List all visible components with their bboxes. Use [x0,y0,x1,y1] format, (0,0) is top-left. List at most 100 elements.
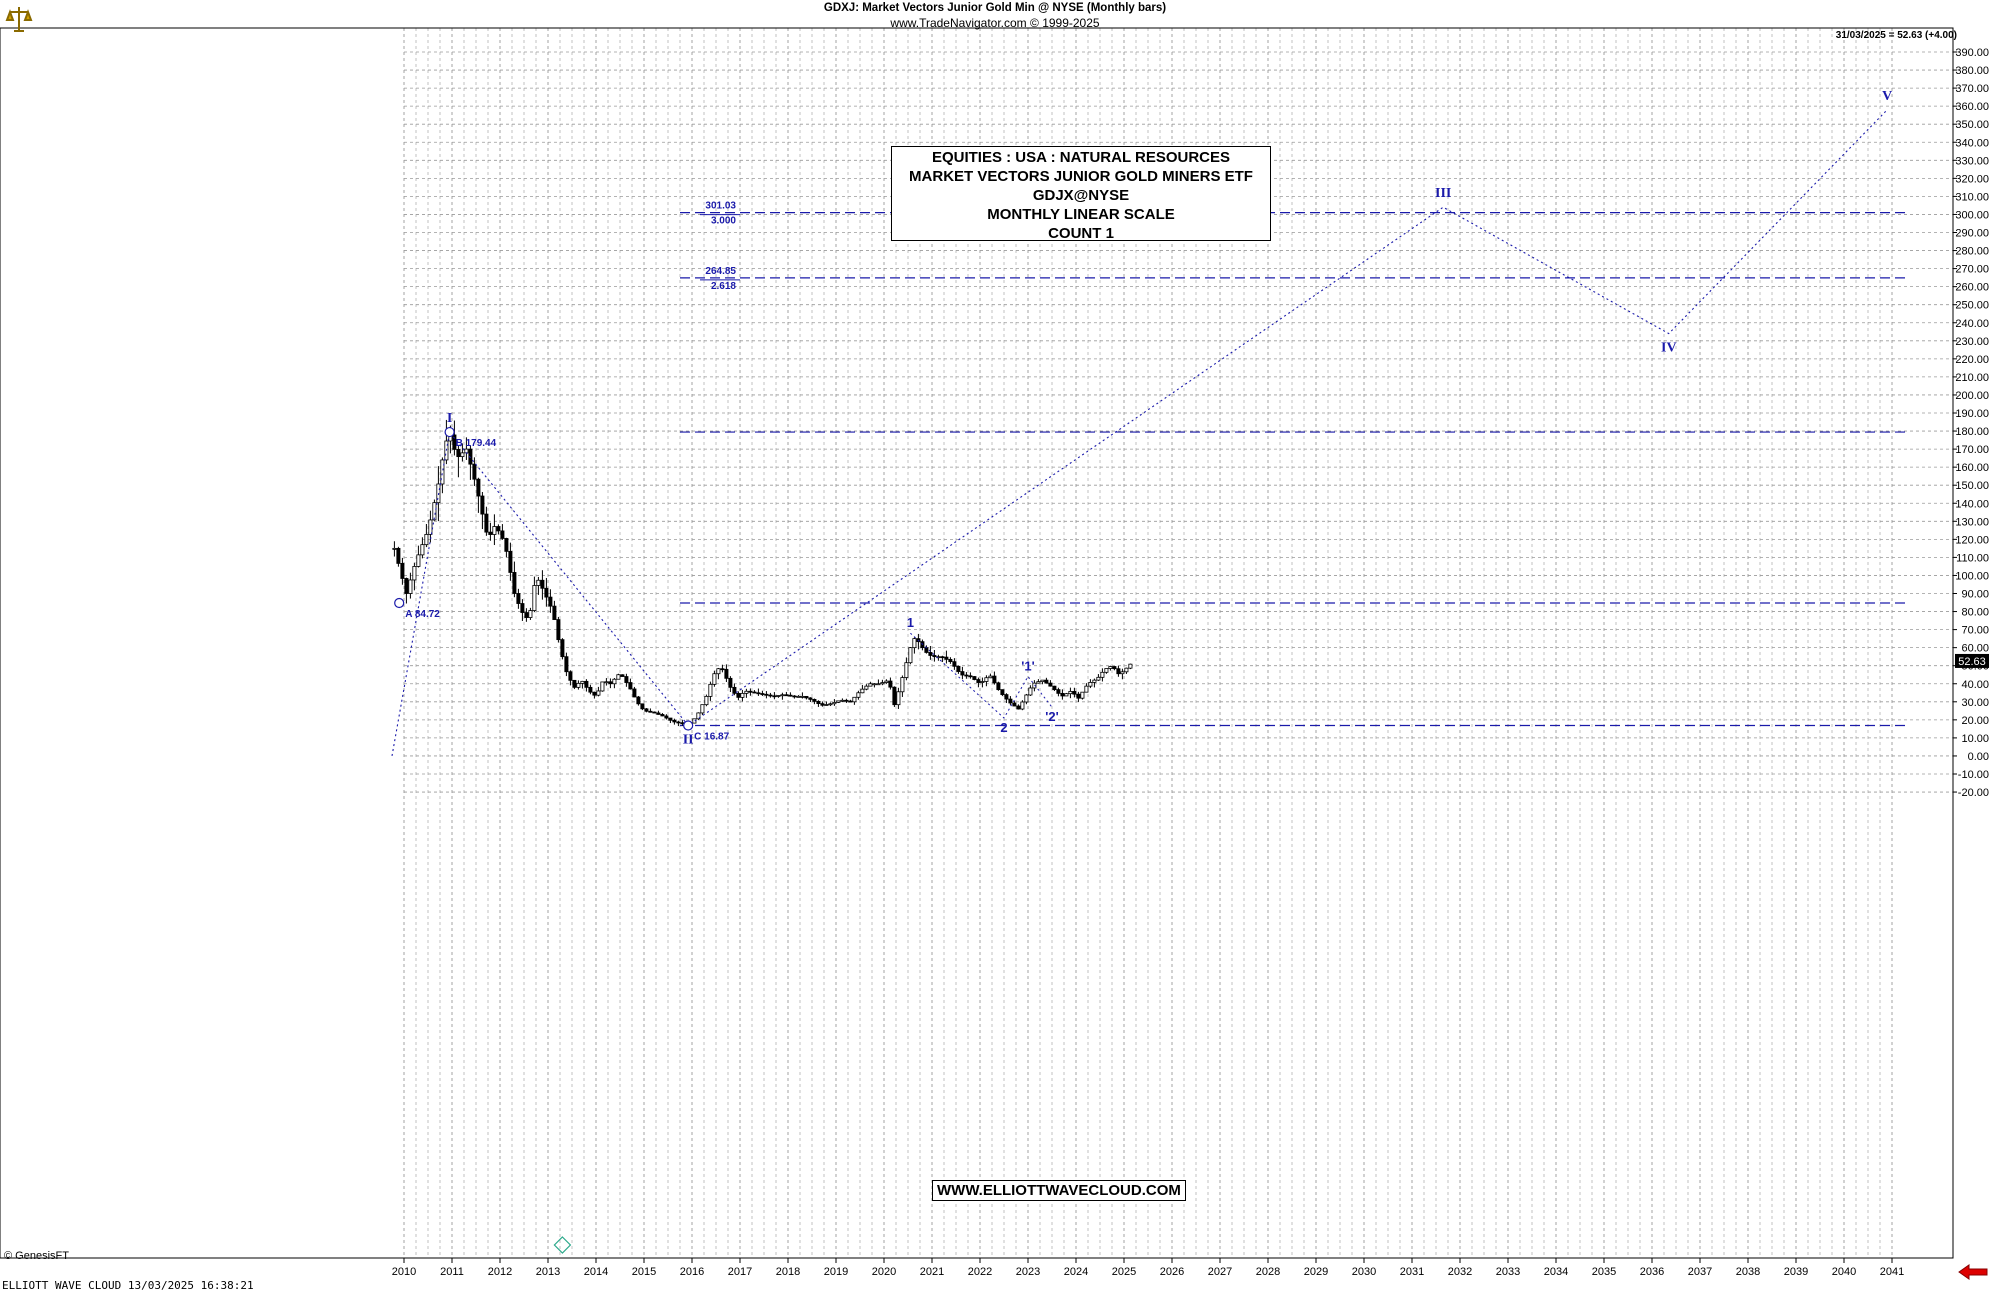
candle-body [1124,667,1129,673]
candle-body [1096,676,1101,681]
y-tick-label: 320.00 [1955,173,1989,185]
candle-body [784,694,789,697]
info-line: MARKET VECTORS JUNIOR GOLD MINERS ETF [909,168,1253,185]
candle-body [844,699,849,702]
wave-label: III [1435,186,1451,201]
y-tick-label: 390.00 [1955,47,1989,59]
candle-body [500,530,505,539]
candle-body [956,665,961,672]
candle-body [1020,701,1025,710]
info-line: EQUITIES : USA : NATURAL RESOURCES [931,149,1231,166]
y-tick-label: 370.00 [1955,83,1989,95]
candle-body [772,695,777,698]
candle-body [884,680,889,683]
candle-body [524,612,529,618]
candle-body [1116,668,1121,675]
candle-body [1060,692,1065,697]
candle-body [516,593,521,604]
candle-body [832,702,837,705]
x-tick-label: 2016 [680,1266,704,1278]
candle-body [672,719,677,723]
candle-body [1064,693,1069,697]
candle-body [800,695,805,698]
candle-body [664,715,669,719]
level-ratio-label: 3.000 [711,216,736,227]
x-tick-label: 2032 [1448,1266,1472,1278]
candle-body [392,547,397,550]
candle-body [928,652,933,656]
x-tick-label: 2034 [1544,1266,1568,1278]
candle-body [1028,687,1033,696]
x-tick-label: 2011 [440,1266,464,1278]
level-value-label: 301.03 [705,201,736,212]
candle-body [568,671,573,681]
y-tick-label: 10.00 [1961,733,1989,745]
candle-body [676,721,681,724]
candle-body [628,682,633,690]
candle-body [1000,689,1005,695]
candle-body [968,675,973,678]
candle-body [992,675,997,684]
candle-body [804,695,809,699]
x-tick-label: 2036 [1640,1266,1664,1278]
candle-body [1032,682,1037,689]
candle-body [640,703,645,710]
red-left-arrow-icon[interactable] [1958,1264,1988,1285]
y-tick-label: 130.00 [1955,516,1989,528]
candle-body [1048,682,1053,687]
candle-body [552,605,557,620]
y-tick-label: 30.00 [1961,697,1989,709]
x-tick-label: 2017 [728,1266,752,1278]
pivot-label: C 16.87 [694,731,729,742]
chart-axes: -20.00-10.000.0010.0020.0030.0040.0050.0… [0,27,1989,1278]
x-tick-label: 2038 [1736,1266,1760,1278]
candle-body [1044,679,1049,684]
candle-body [1024,694,1029,703]
x-tick-label: 2010 [392,1266,416,1278]
candle-body [492,526,497,535]
candle-body [496,526,501,532]
candle-body [484,513,489,533]
website-label: WWW.ELLIOTTWAVECLOUD.COM [932,1180,1186,1201]
candle-body [736,692,741,698]
candle-body [792,695,797,698]
x-tick-label: 2024 [1064,1266,1088,1278]
candle-body [740,692,745,698]
bull-bear-logo-icon [4,4,34,39]
candle-body [720,668,725,671]
copyright-label: © GenesisFT [4,1250,69,1262]
y-tick-label: 180.00 [1955,426,1989,438]
candle-body [648,710,653,713]
pivot-marker [444,426,455,438]
candle-body [744,690,749,694]
price-tag-background [1955,653,1989,668]
y-tick-label: 270.00 [1955,264,1989,276]
y-tick-label: 300.00 [1955,209,1989,221]
candle-body [796,695,801,698]
chart-grid [403,28,1953,1258]
x-tick-label: 2023 [1016,1266,1040,1278]
candle-body [656,712,661,715]
x-tick-label: 2020 [872,1266,896,1278]
x-tick-label: 2037 [1688,1266,1712,1278]
candle-body [876,683,881,686]
y-tick-label: 290.00 [1955,228,1989,240]
candle-body [888,680,893,688]
candle-body [668,717,673,721]
candle-body [732,686,737,694]
y-tick-label: -20.00 [1958,787,1989,799]
candle-body [908,647,913,664]
x-tick-label: 2029 [1304,1266,1328,1278]
fibonacci-levels: 301.03 3.000 264.85 2.618 [680,201,1907,727]
candle-body [996,682,1001,691]
candle-body [940,656,945,659]
y-tick-label: 380.00 [1955,65,1989,77]
candle-body [612,678,617,685]
x-tick-label: 2019 [824,1266,848,1278]
candle-body [404,578,409,594]
y-tick-label: 280.00 [1955,246,1989,258]
chart-title: GDXJ: Market Vectors Junior Gold Min @ N… [823,2,1167,14]
x-tick-label: 2013 [536,1266,560,1278]
x-tick-label: 2040 [1832,1266,1856,1278]
